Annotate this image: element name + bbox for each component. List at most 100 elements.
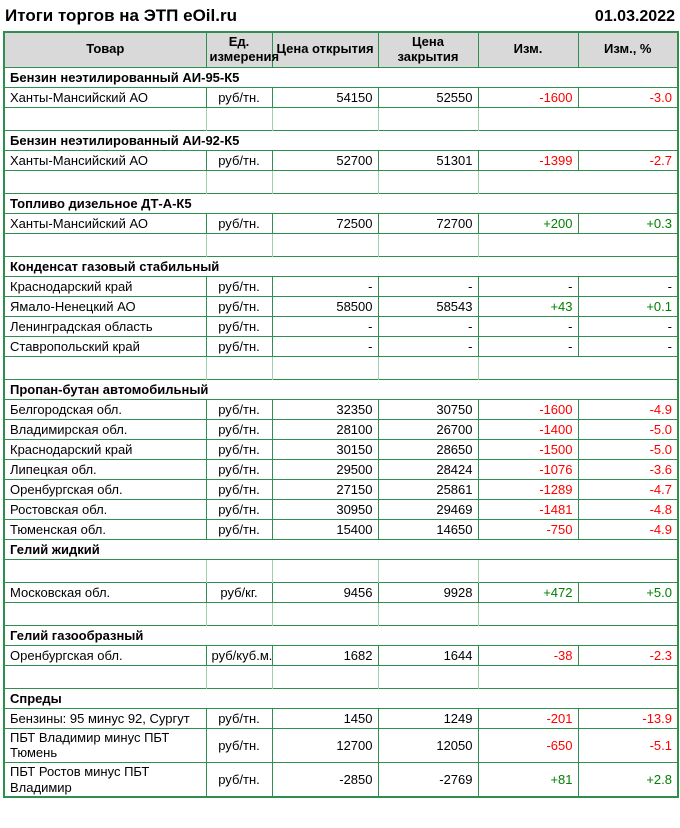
table-row: Липецкая обл. руб/тн. 29500 28424 -1076 -3.6 bbox=[3, 458, 679, 480]
spacer-row bbox=[4, 107, 678, 131]
cell-product: Краснодарский край bbox=[3, 275, 207, 297]
column-header-unit: Ед. измерения bbox=[205, 31, 279, 68]
page-title: Итоги торгов на ЭТП eOil.ru bbox=[5, 6, 237, 25]
spacer-cell bbox=[377, 665, 479, 689]
cell-close-price: 72700 bbox=[377, 212, 479, 234]
spacer-cell bbox=[377, 170, 479, 194]
spacer-cell bbox=[377, 559, 479, 583]
cell-close-price: 52550 bbox=[377, 86, 479, 108]
cell-change: -201 bbox=[477, 707, 579, 729]
cell-change-pct: -5.0 bbox=[577, 418, 679, 440]
spacer-cell bbox=[377, 602, 479, 626]
cell-change: +81 bbox=[477, 762, 579, 798]
spacer-cell bbox=[271, 356, 379, 380]
spacer-cell bbox=[205, 107, 273, 131]
cell-product: Краснодарский край bbox=[3, 438, 207, 460]
column-header-change: Изм. bbox=[477, 31, 579, 68]
spacer-cell bbox=[205, 559, 273, 583]
cell-product: Ленинградская область bbox=[3, 315, 207, 337]
spacer-cell bbox=[4, 107, 206, 130]
cell-change: -650 bbox=[477, 727, 579, 764]
cell-open-price: 28100 bbox=[271, 418, 379, 440]
cell-close-price: 12050 bbox=[377, 727, 479, 764]
cell-product: Ставропольский край bbox=[3, 335, 207, 357]
cell-product: Московская обл. bbox=[3, 581, 207, 603]
spacer-cell bbox=[578, 356, 678, 379]
section-row: Топливо дизельное ДТ-А-К5 bbox=[3, 192, 679, 214]
spacer-cell bbox=[377, 107, 479, 131]
spacer-cell bbox=[478, 170, 578, 193]
cell-unit: руб/тн. bbox=[205, 707, 273, 729]
cell-change-pct: - bbox=[577, 275, 679, 297]
cell-unit: руб/тн. bbox=[205, 275, 273, 297]
cell-unit: руб/кг. bbox=[205, 581, 273, 603]
cell-close-price: 14650 bbox=[377, 518, 479, 540]
table-row: ПБТ Ростов минус ПБТ Владимир руб/тн. -285… bbox=[3, 762, 679, 798]
section-label: Топливо дизельное ДТ-А-К5 bbox=[3, 192, 679, 214]
table-row: Владимирская обл. руб/тн. 28100 26700 -1400-… bbox=[3, 418, 679, 440]
cell-product: Ханты-Мансийский АО bbox=[3, 212, 207, 234]
section-row: Бензин неэтилированный АИ-92-К5 bbox=[3, 129, 679, 151]
spacer-cell bbox=[4, 170, 206, 193]
spacer-cell bbox=[271, 233, 379, 257]
table-row: Краснодарский край руб/тн. - - - - bbox=[3, 275, 679, 297]
cell-close-price: 51301 bbox=[377, 149, 479, 171]
table-row: Ханты-Мансийский АО руб/тн. 72500 72700 +200… bbox=[3, 212, 679, 234]
cell-product: Оренбургская обл. bbox=[3, 644, 207, 666]
spacer-cell bbox=[578, 559, 678, 582]
section-row: Бензин неэтилированный АИ-95-К5 bbox=[3, 66, 679, 88]
results-table-body: Бензин неэтилированный АИ-95-К5 Ханты-Ман… bbox=[3, 66, 679, 798]
cell-change: - bbox=[477, 335, 579, 357]
spacer-row bbox=[4, 602, 678, 626]
table-row: Ростовская обл. руб/тн. 30950 29469 -1481 -4.… bbox=[3, 498, 679, 520]
cell-unit: руб/тн. bbox=[205, 762, 273, 798]
spacer-cell bbox=[4, 356, 206, 379]
cell-unit: руб/куб.м. bbox=[205, 644, 273, 666]
cell-change: -1399 bbox=[477, 149, 579, 171]
section-row: Гелий газообразный bbox=[3, 624, 679, 646]
cell-open-price: 52700 bbox=[271, 149, 379, 171]
cell-close-price: 1249 bbox=[377, 707, 479, 729]
cell-unit: руб/тн. bbox=[205, 149, 273, 171]
cell-change-pct: -13.9 bbox=[577, 707, 679, 729]
cell-unit: руб/тн. bbox=[205, 418, 273, 440]
cell-open-price: 58500 bbox=[271, 295, 379, 317]
cell-product: Оренбургская обл. bbox=[3, 478, 207, 500]
cell-close-price: 25861 bbox=[377, 478, 479, 500]
cell-open-price: - bbox=[271, 335, 379, 357]
cell-unit: руб/тн. bbox=[205, 86, 273, 108]
cell-close-price: 30750 bbox=[377, 398, 479, 420]
spacer-row bbox=[4, 233, 678, 257]
cell-product: Ростовская обл. bbox=[3, 498, 207, 520]
spacer-row bbox=[4, 356, 678, 380]
cell-unit: руб/тн. bbox=[205, 398, 273, 420]
cell-change: -1400 bbox=[477, 418, 579, 440]
cell-change-pct: -4.9 bbox=[577, 398, 679, 420]
spacer-cell bbox=[271, 665, 379, 689]
spacer-cell bbox=[205, 233, 273, 257]
cell-open-price: 15400 bbox=[271, 518, 379, 540]
cell-unit: руб/тн. bbox=[205, 315, 273, 337]
cell-product: Белгородская обл. bbox=[3, 398, 207, 420]
section-label: Бензин неэтилированный АИ-92-К5 bbox=[3, 129, 679, 151]
table-row: Ханты-Мансийский АО руб/тн. 52700 51301 -139… bbox=[3, 149, 679, 171]
spacer-cell bbox=[578, 170, 678, 193]
cell-change: - bbox=[477, 275, 579, 297]
cell-change: -1600 bbox=[477, 86, 579, 108]
section-row: Пропан-бутан автомобильный bbox=[3, 378, 679, 400]
report-date: 01.03.2022 bbox=[594, 8, 675, 25]
cell-change-pct: -4.7 bbox=[577, 478, 679, 500]
results-table-header: Товар Ед. измерения Цена открытия Цена з… bbox=[3, 31, 679, 68]
header-row: Товар Ед. измерения Цена открытия Цена з… bbox=[3, 31, 679, 68]
column-header-product: Товар bbox=[3, 31, 207, 68]
column-header-change-pct: Изм., % bbox=[577, 31, 679, 68]
spacer-cell bbox=[377, 356, 479, 380]
spacer-cell bbox=[4, 602, 206, 625]
spacer-cell bbox=[478, 233, 578, 256]
cell-product: Липецкая обл. bbox=[3, 458, 207, 480]
table-row: Краснодарский край руб/тн. 30150 28650 -1500… bbox=[3, 438, 679, 460]
cell-change-pct: -3.6 bbox=[577, 458, 679, 480]
cell-change-pct: +2.8 bbox=[577, 762, 679, 798]
spacer-cell bbox=[478, 107, 578, 130]
cell-change: -1481 bbox=[477, 498, 579, 520]
